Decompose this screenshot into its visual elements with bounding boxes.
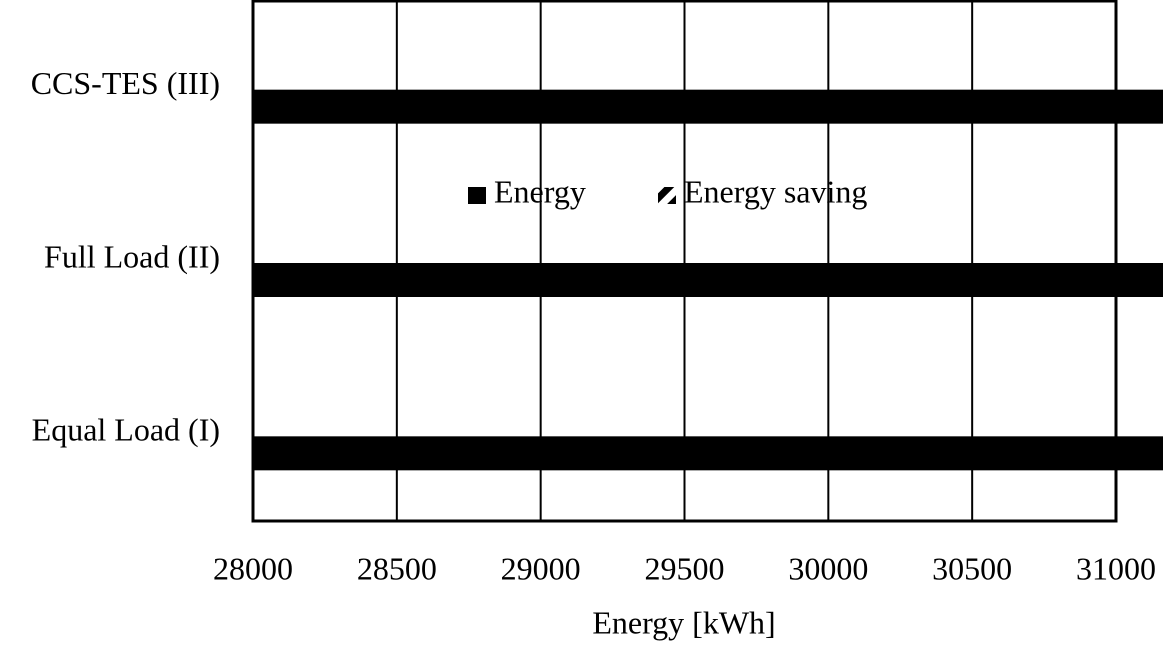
bar [253,89,1163,124]
y-tick-label: Full Load (II) [44,238,220,274]
legend-label: Energy saving [684,173,867,209]
y-tick-label: CCS-TES (III) [31,65,220,101]
x-tick-label: 28000 [213,550,293,586]
x-tick-label: 30500 [932,550,1012,586]
legend-swatch [658,187,676,204]
x-axis-label: Energy [kWh] [592,604,775,640]
x-tick-label: 30000 [788,550,868,586]
x-tick-label: 28500 [357,550,437,586]
bar [253,436,1163,471]
plot-frame [251,0,1118,523]
legend-label: Energy [494,173,586,209]
bar [253,263,1163,297]
x-tick-label: 29000 [501,550,581,586]
y-tick-label: Equal Load (I) [32,412,220,448]
x-tick-label: 31000 [1076,550,1156,586]
x-tick-label: 29500 [645,550,725,586]
legend-swatch [468,187,486,204]
